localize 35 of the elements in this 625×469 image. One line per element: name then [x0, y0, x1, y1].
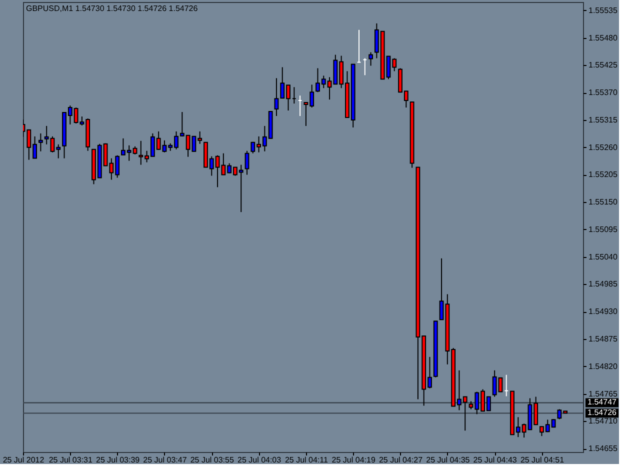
x-tick-label: 25 Jul 03:31 [48, 456, 93, 464]
y-tick-label: 1.55095 [588, 224, 618, 234]
ref-line-label: 1.54726 [588, 408, 618, 418]
y-tick-label: 1.55480 [588, 33, 618, 42]
y-tick-label: 1.54710 [588, 416, 618, 426]
x-tick-label: 25 Jul 03:55 [190, 456, 234, 464]
candlestick [368, 52, 373, 66]
y-tick-label: 1.55535 [588, 6, 618, 15]
x-tick-label: 25 Jul 04:03 [237, 456, 282, 464]
x-tick-label: 25 Jul 04:35 [426, 456, 470, 464]
y-tick-label: 1.54655 [588, 444, 618, 454]
y-tick-label: 1.55425 [588, 60, 618, 70]
y-tick-label: 1.54765 [588, 389, 618, 398]
x-tick-label: 25 Jul 03:39 [96, 456, 140, 464]
x-tick-label: 25 Jul 03:47 [143, 456, 188, 464]
x-tick-label: 25 Jul 04:43 [473, 456, 518, 464]
y-tick-label: 1.54985 [588, 280, 618, 289]
ref-line-label: 1.54747 [588, 398, 618, 407]
y-tick-label: 1.54820 [588, 362, 618, 371]
y-tick-label: 1.55205 [588, 170, 618, 180]
chart-title: GBPUSD,M1 1.54730 1.54730 1.54726 1.54726 [26, 4, 198, 13]
x-tick-label: 25 Jul 04:19 [332, 456, 376, 464]
y-tick-label: 1.54875 [588, 334, 618, 344]
candlestick [244, 150, 250, 176]
y-tick-label: 1.55040 [588, 252, 618, 262]
x-tick-label: 25 Jul 2012 [2, 456, 45, 464]
x-tick-label: 25 Jul 04:11 [284, 456, 328, 464]
y-tick-label: 1.54930 [588, 307, 618, 316]
x-tick-label: 25 Jul 04:27 [378, 456, 424, 464]
y-tick-label: 1.55150 [588, 198, 618, 207]
candlestick [38, 132, 43, 152]
y-tick-label: 1.55370 [588, 88, 618, 98]
y-tick-label: 1.55260 [588, 142, 618, 152]
y-tick-label: 1.55315 [588, 115, 618, 124]
x-tick-label: 25 Jul 04:51 [520, 456, 565, 464]
